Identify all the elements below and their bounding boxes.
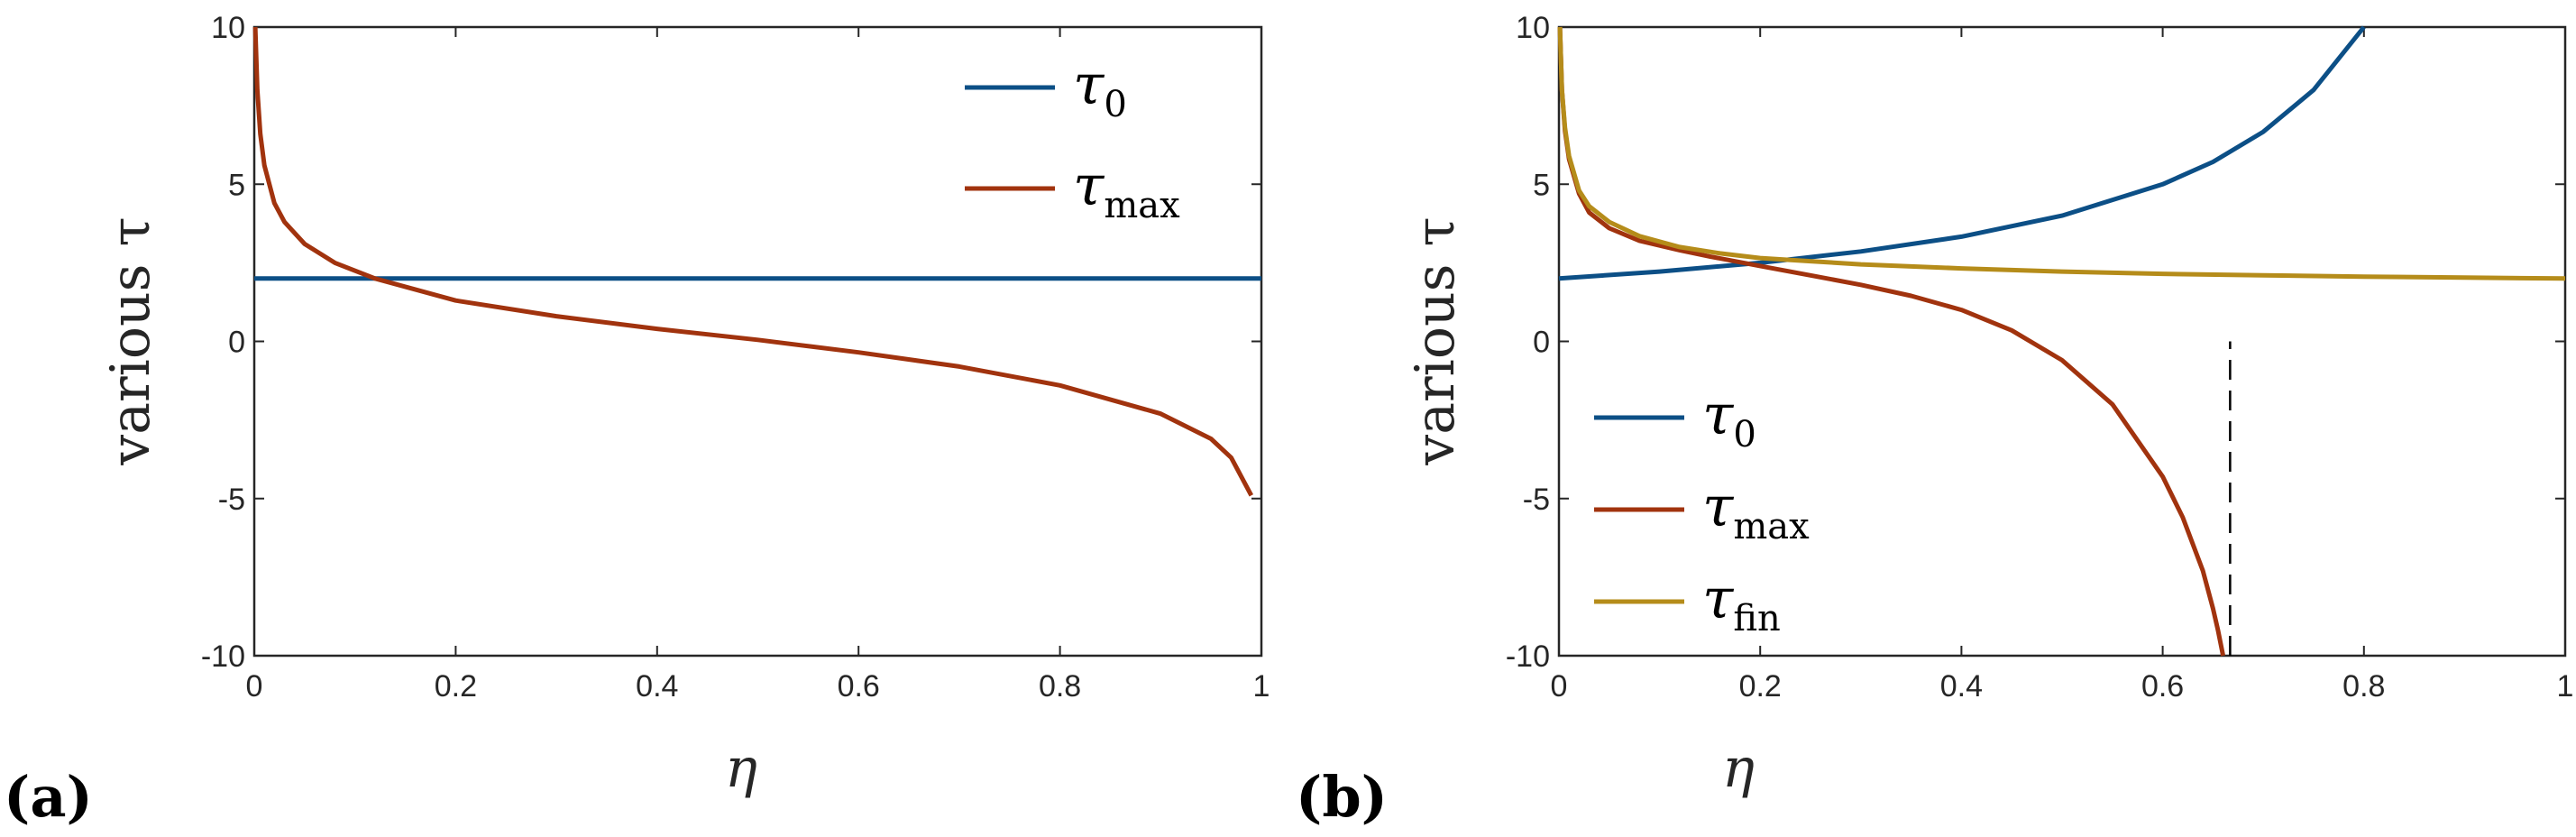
legend-label-a-0: τ0 xyxy=(1073,51,1127,125)
xlabel-b: η xyxy=(1722,737,1755,800)
series-a xyxy=(252,26,1261,497)
panel-a: 0 0.2 0.4 0.6 0.8 1 -10 -5 0 5 10 τ0 τmax various τ… xyxy=(4,11,1270,830)
y-tick-label-b-2: 0 xyxy=(1533,326,1550,360)
x-tick-label-b-5: 1 xyxy=(2557,669,2574,704)
ticks-a: 0 0.2 0.4 0.6 0.8 1 -10 -5 0 5 10 xyxy=(201,11,1270,704)
legend-label-a-max: τmax xyxy=(1073,152,1180,226)
series-b xyxy=(1557,25,2566,657)
x-tick-label-a-4: 0.8 xyxy=(1039,669,1081,704)
series-line-b-fin xyxy=(1557,26,2566,281)
y-tick-label-b-1: -5 xyxy=(1523,483,1550,517)
legend-b: τ0 τmax τfin xyxy=(1594,382,1810,639)
legend-label-b-fin: τfin xyxy=(1702,566,1781,639)
x-tick-label-a-2: 0.4 xyxy=(636,669,678,704)
ylabel-a: various τ xyxy=(99,216,162,465)
x-tick-label-a-5: 1 xyxy=(1253,669,1270,704)
series-line-b-0 xyxy=(1558,25,2366,281)
x-tick-label-b-0: 0 xyxy=(1551,669,1568,704)
y-tick-label-a-2: 0 xyxy=(228,326,245,360)
y-tick-label-b-3: 5 xyxy=(1533,168,1550,202)
x-tick-label-a-1: 0.2 xyxy=(435,669,477,704)
x-tick-label-b-3: 0.6 xyxy=(2141,669,2184,704)
legend-a: τ0 τmax xyxy=(965,51,1180,226)
x-tick-label-b-2: 0.4 xyxy=(1940,669,1983,704)
plot-area-b xyxy=(1557,25,2567,658)
series-line-a-max xyxy=(252,26,1254,497)
y-tick-label-b-0: -10 xyxy=(1506,639,1550,674)
legend-label-b-0: τ0 xyxy=(1702,382,1756,455)
panel-label-b: (b) xyxy=(1296,764,1388,830)
y-tick-label-b-4: 10 xyxy=(1516,11,1550,45)
x-tick-label-b-4: 0.8 xyxy=(2342,669,2385,704)
legend-label-b-max: τmax xyxy=(1702,474,1810,547)
y-tick-label-a-3: 5 xyxy=(228,168,245,202)
ticks-b: 0 0.2 0.4 0.6 0.8 1 -10 -5 0 5 10 xyxy=(1506,11,2574,704)
y-tick-label-a-4: 10 xyxy=(211,11,245,45)
panel-b: 0 0.2 0.4 0.6 0.8 1 -10 -5 0 5 10 τ0 τmax τfin vario… xyxy=(1296,11,2573,830)
x-tick-label-b-1: 0.2 xyxy=(1739,669,1782,704)
panel-label-a: (a) xyxy=(4,764,93,830)
y-tick-label-a-0: -10 xyxy=(201,639,245,674)
xlabel-a: η xyxy=(725,737,757,800)
ylabel-b: various τ xyxy=(1404,216,1467,465)
x-tick-label-a-0: 0 xyxy=(246,669,263,704)
y-tick-label-a-1: -5 xyxy=(218,483,245,517)
x-tick-label-a-3: 0.6 xyxy=(838,669,880,704)
